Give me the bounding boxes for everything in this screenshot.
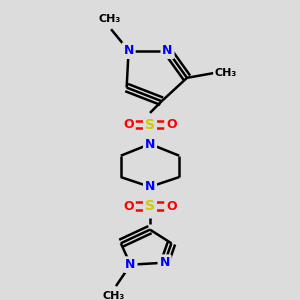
- Text: CH₃: CH₃: [98, 14, 120, 25]
- Text: N: N: [145, 180, 155, 193]
- Text: N: N: [125, 258, 136, 271]
- Text: CH₃: CH₃: [103, 291, 125, 300]
- Text: N: N: [123, 44, 134, 57]
- Text: O: O: [166, 118, 177, 131]
- Text: O: O: [123, 200, 134, 213]
- Text: O: O: [166, 200, 177, 213]
- Text: S: S: [145, 199, 155, 213]
- Text: N: N: [159, 256, 170, 269]
- Text: N: N: [162, 44, 173, 57]
- Text: CH₃: CH₃: [215, 68, 237, 78]
- Text: O: O: [123, 118, 134, 131]
- Text: S: S: [145, 118, 155, 132]
- Text: N: N: [145, 137, 155, 151]
